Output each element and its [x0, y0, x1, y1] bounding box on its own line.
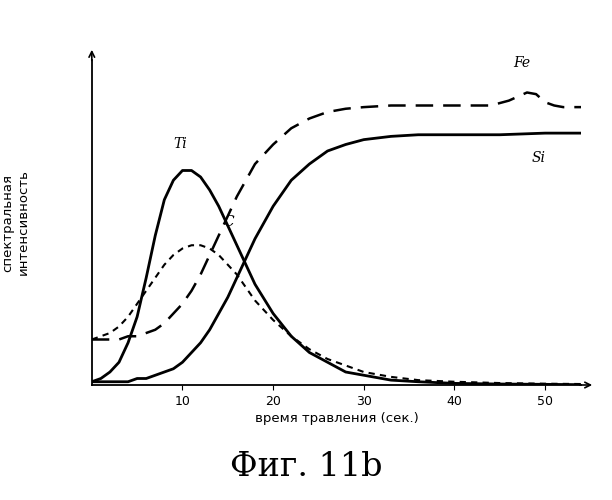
Text: Si: Si: [532, 150, 545, 164]
Text: Ti: Ti: [173, 137, 187, 151]
Text: спектральная
интенсивность: спектральная интенсивность: [1, 170, 29, 276]
Text: Fe: Fe: [513, 56, 531, 70]
Text: Фиг. 11b: Фиг. 11b: [230, 450, 382, 482]
X-axis label: время травления (сек.): время травления (сек.): [255, 412, 419, 425]
Text: C: C: [223, 215, 234, 229]
